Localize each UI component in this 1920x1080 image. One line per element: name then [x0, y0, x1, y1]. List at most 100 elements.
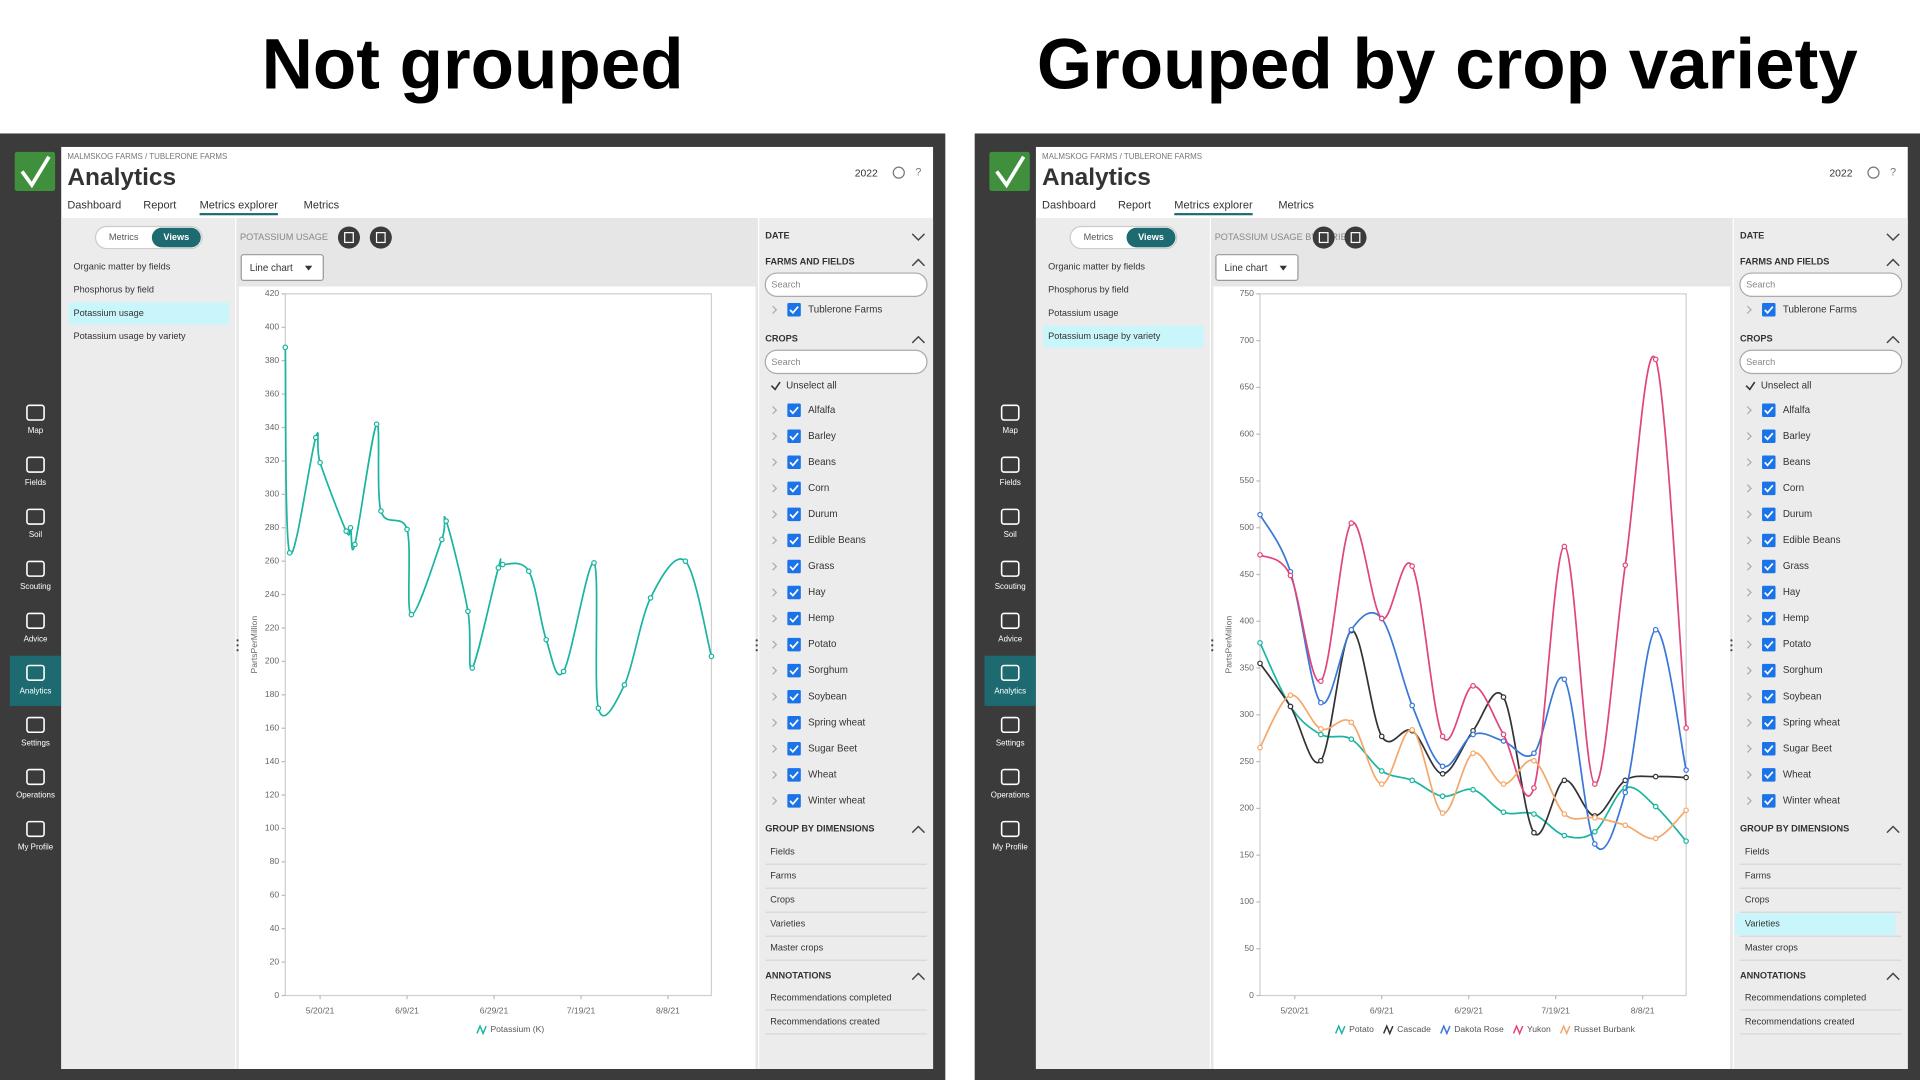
tab[interactable]: Report [1118, 200, 1151, 212]
view-item[interactable]: Phosphorus by field [1048, 285, 1129, 295]
nav-label[interactable]: Fields [1000, 478, 1021, 487]
filter-heading[interactable]: FARMS AND FIELDS [765, 256, 854, 266]
checkbox[interactable] [1762, 768, 1776, 782]
filter-item[interactable]: Potato [1783, 639, 1812, 650]
nav-label[interactable]: Advice [998, 634, 1022, 643]
feedback-icon[interactable] [892, 166, 905, 179]
expand-chevron[interactable] [772, 614, 778, 623]
legend-icon[interactable] [1382, 1024, 1394, 1036]
expand-chevron[interactable] [1746, 796, 1752, 805]
view-item[interactable]: Phosphorus by field [73, 285, 154, 295]
filter-item[interactable]: Beans [1783, 457, 1811, 468]
icon-button[interactable] [369, 226, 392, 249]
expand-chevron[interactable] [772, 406, 778, 415]
filter-item[interactable]: Soybean [1783, 691, 1822, 702]
filter-item[interactable]: Corn [808, 483, 829, 494]
filter-item[interactable]: Alfalfa [1783, 405, 1811, 416]
legend-label[interactable]: Yukon [1527, 1024, 1551, 1034]
tab[interactable]: Metrics explorer [200, 200, 279, 212]
nav-label[interactable]: My Profile [993, 842, 1029, 851]
checkbox[interactable] [1762, 303, 1776, 317]
help-icon[interactable]: ? [915, 167, 921, 179]
filter-heading[interactable]: CROPS [765, 334, 798, 344]
tab[interactable]: Metrics [304, 200, 340, 212]
nav-icon[interactable] [1000, 560, 1020, 577]
nav-label[interactable]: Advice [24, 634, 48, 643]
view-item[interactable]: Potassium usage by variety [73, 331, 186, 341]
nav-label[interactable]: Scouting [20, 582, 51, 591]
help-icon[interactable]: ? [1890, 167, 1896, 179]
filter-item[interactable]: Grass [1783, 561, 1809, 572]
search-box[interactable] [764, 349, 928, 375]
filter-heading[interactable]: DATE [765, 231, 789, 241]
checkbox[interactable] [1762, 637, 1776, 652]
checkbox[interactable] [787, 794, 801, 808]
filter-item[interactable]: Spring wheat [808, 717, 865, 728]
nav-icon[interactable] [26, 820, 45, 838]
expand-chevron[interactable] [772, 458, 778, 467]
filter-item[interactable]: Wheat [1783, 769, 1812, 780]
nav-label[interactable]: Soil [1004, 530, 1017, 539]
expand-chevron[interactable] [1746, 305, 1752, 314]
expand-chevron[interactable] [1746, 432, 1752, 441]
collapse-chevron[interactable] [1886, 972, 1900, 981]
filter-item[interactable]: Hay [808, 587, 826, 598]
annotation-item[interactable]: Recommendations created [1745, 1016, 1855, 1026]
collapse-chevron[interactable] [911, 258, 926, 267]
feedback-icon[interactable] [1867, 166, 1880, 179]
chart-type-label[interactable]: Line chart [1224, 263, 1267, 274]
view-item[interactable]: Potassium usage [1048, 308, 1118, 318]
expand-chevron[interactable] [1746, 640, 1752, 649]
legend-label[interactable]: Dakota Rose [1454, 1024, 1504, 1034]
nav-label[interactable]: Analytics [20, 686, 52, 695]
chart-type-label[interactable]: Line chart [250, 263, 293, 274]
nav-label[interactable]: My Profile [18, 842, 54, 851]
filter-item[interactable]: Barley [808, 431, 836, 442]
filter-item[interactable]: Soybean [808, 691, 847, 702]
legend-icon[interactable] [476, 1024, 487, 1036]
filter-item[interactable]: Durum [808, 509, 837, 520]
filter-item[interactable]: Durum [1783, 509, 1812, 520]
nav-label[interactable]: Operations [16, 790, 55, 799]
view-item[interactable]: Potassium usage [73, 308, 143, 318]
filter-item[interactable]: Wheat [808, 769, 837, 780]
checkbox[interactable] [1762, 559, 1776, 574]
icon-button[interactable] [1344, 226, 1367, 249]
checkbox[interactable] [1762, 794, 1776, 808]
filter-item[interactable]: Beans [808, 457, 836, 468]
filter-item[interactable]: Tublerone Farms [808, 304, 882, 315]
toggle-option[interactable]: Views [1138, 232, 1164, 242]
legend-label[interactable]: Cascade [1397, 1024, 1431, 1034]
drag-handle[interactable] [1211, 649, 1214, 652]
group-item[interactable]: Crops [1745, 895, 1770, 905]
checkbox[interactable] [787, 507, 801, 522]
filter-item[interactable]: Hay [1783, 587, 1801, 598]
filter-item[interactable]: Sugar Beet [808, 743, 857, 754]
checkbox[interactable] [1762, 663, 1776, 678]
expand-chevron[interactable] [772, 484, 778, 493]
checkbox[interactable] [1762, 585, 1776, 600]
checkbox[interactable] [787, 689, 801, 704]
checkbox[interactable] [1762, 403, 1776, 417]
expand-chevron[interactable] [1746, 562, 1752, 571]
expand-chevron[interactable] [1746, 406, 1752, 415]
group-item[interactable]: Varieties [770, 919, 805, 929]
checkbox[interactable] [787, 403, 801, 417]
checkbox[interactable] [787, 481, 801, 496]
drag-handle[interactable] [1730, 649, 1733, 652]
checkbox[interactable] [1762, 533, 1776, 548]
tab[interactable]: Report [143, 200, 176, 212]
nav-label[interactable]: Analytics [994, 686, 1026, 695]
nav-label[interactable]: Map [28, 426, 44, 435]
expand-chevron[interactable] [772, 718, 778, 727]
nav-icon[interactable] [1000, 404, 1020, 421]
filter-item[interactable]: Hemp [1783, 613, 1810, 624]
search-box[interactable] [1739, 272, 1903, 297]
expand-chevron[interactable] [1746, 770, 1752, 779]
nav-icon[interactable] [26, 716, 45, 734]
filter-item[interactable]: Sugar Beet [1783, 743, 1832, 754]
tab[interactable]: Metrics explorer [1174, 200, 1253, 212]
nav-icon[interactable] [26, 612, 45, 629]
checkbox[interactable] [787, 637, 801, 652]
view-item[interactable]: Organic matter by fields [73, 261, 170, 271]
